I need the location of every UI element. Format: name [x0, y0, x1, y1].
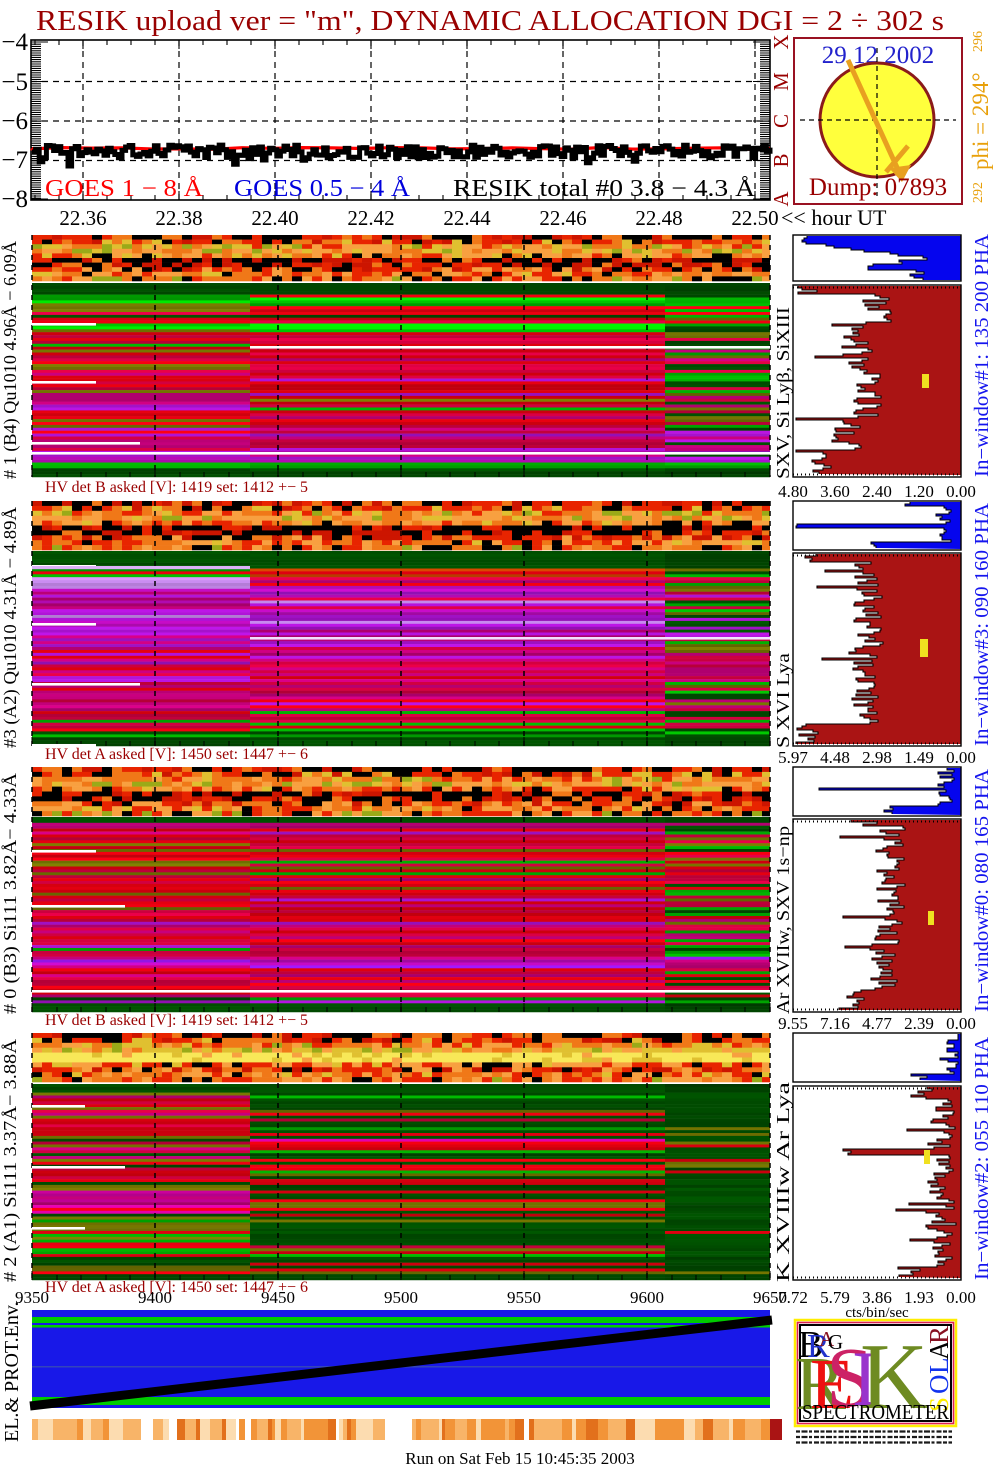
svg-text:In−window#3: 090 160 PHA: In−window#3: 090 160 PHA [971, 502, 993, 746]
svg-text:R: R [807, 1328, 830, 1365]
svg-text:B: B [769, 153, 793, 167]
svg-text:Dump: 07893: Dump: 07893 [809, 174, 947, 201]
svg-text:4.77: 4.77 [862, 1014, 892, 1033]
svg-text:B: B [798, 1324, 823, 1366]
svg-text:O: O [924, 1375, 954, 1395]
svg-text:9400: 9400 [138, 1288, 172, 1307]
svg-text:A: A [769, 191, 793, 207]
svg-text:4.80: 4.80 [778, 482, 808, 501]
svg-text:4.48: 4.48 [820, 748, 850, 767]
svg-text:#3 (A2) Qu1010 4.31Å − 4.89Å: #3 (A2) Qu1010 4.31Å − 4.89Å [0, 507, 21, 748]
svg-text:1.49: 1.49 [904, 748, 934, 767]
svg-text:E: E [810, 1344, 854, 1424]
svg-text:22.46: 22.46 [539, 206, 586, 230]
svg-text:cts/bin/sec: cts/bin/sec [845, 1305, 909, 1321]
svg-text:22.42: 22.42 [347, 206, 394, 230]
svg-text:22.38: 22.38 [155, 206, 202, 230]
svg-text:C: C [769, 114, 793, 128]
svg-text:22.48: 22.48 [635, 206, 682, 230]
svg-text:9450: 9450 [261, 1288, 295, 1307]
svg-text:−6: −6 [1, 108, 28, 135]
svg-text:A: A [924, 1340, 954, 1360]
svg-text:0.00: 0.00 [946, 482, 976, 501]
svg-text:X: X [769, 34, 793, 49]
svg-text:296: 296 [971, 31, 986, 52]
svg-text:22.50: 22.50 [731, 206, 778, 230]
svg-text:# 2 (A1) Si111 3.37Å− 3.88Å: # 2 (A1) Si111 3.37Å− 3.88Å [0, 1039, 21, 1282]
svg-text:9650: 9650 [753, 1288, 787, 1307]
svg-text:S XVI Lya: S XVI Lya [773, 653, 793, 748]
svg-text:3.60: 3.60 [820, 482, 850, 501]
svg-text:9350: 9350 [15, 1288, 49, 1307]
svg-text:G: G [828, 1330, 843, 1354]
svg-text:HV det B asked [V]: 1419 set:: HV det B asked [V]: 1419 set: 1412 +− 5 [45, 479, 308, 496]
svg-text:7.16: 7.16 [820, 1014, 850, 1033]
svg-text:# 1 (B4) Qu1010 4.96Å − 6.09Å: # 1 (B4) Qu1010 4.96Å − 6.09Å [0, 241, 21, 479]
svg-text:L: L [924, 1358, 954, 1375]
svg-text:RESIK upload ver = "m", DYNAMI: RESIK upload ver = "m", DYNAMIC ALLOCATI… [36, 5, 944, 37]
svg-text:HV det A asked [V]: 1450 set:: HV det A asked [V]: 1450 set: 1447 +− 6 [45, 1279, 308, 1296]
svg-text:22.44: 22.44 [443, 206, 491, 230]
svg-text:R: R [924, 1326, 954, 1344]
svg-text:−5: −5 [1, 69, 28, 96]
svg-text:9500: 9500 [384, 1288, 418, 1307]
svg-text:1.93: 1.93 [904, 1288, 934, 1307]
svg-text:−8: −8 [1, 186, 28, 213]
svg-text:9.55: 9.55 [778, 1014, 808, 1033]
svg-text:22.40: 22.40 [251, 206, 298, 230]
svg-text:1.20: 1.20 [904, 482, 934, 501]
svg-text:SXV, Si Lyβ, SiXIII: SXV, Si Lyβ, SiXIII [773, 307, 793, 479]
svg-text:M: M [769, 72, 793, 91]
svg-text:Ar XVIIw, SXV 1s−np: Ar XVIIw, SXV 1s−np [773, 826, 793, 1014]
svg-text:2.40: 2.40 [862, 482, 892, 501]
svg-text:I: I [852, 1335, 878, 1422]
svg-text:EL.& PROT.Env.: EL.& PROT.Env. [1, 1301, 23, 1442]
svg-text:7.72: 7.72 [778, 1288, 808, 1307]
svg-text:0.00: 0.00 [946, 748, 976, 767]
svg-text:RESIK total #0 3.8 − 4.3 Å: RESIK total #0 3.8 − 4.3 Å [453, 176, 756, 202]
svg-text:SPECTROMETER: SPECTROMETER [802, 1400, 949, 1424]
svg-text:A: A [819, 1327, 835, 1351]
svg-text:0.00: 0.00 [946, 1014, 976, 1033]
svg-text:In−window#1: 135 200 PHA: In−window#1: 135 200 PHA [971, 233, 993, 477]
svg-text:5.79: 5.79 [820, 1288, 850, 1307]
svg-text:In−window#0: 080 165 PHA: In−window#0: 080 165 PHA [971, 768, 993, 1012]
svg-text:−7: −7 [1, 147, 28, 174]
svg-text:22.36: 22.36 [59, 206, 106, 230]
svg-text:<< hour UT: << hour UT [781, 205, 887, 230]
svg-text:9600: 9600 [630, 1288, 664, 1307]
svg-text:K: K [860, 1325, 928, 1429]
svg-text:0.00: 0.00 [946, 1288, 976, 1307]
svg-text:−4: −4 [1, 29, 28, 56]
svg-text:292: 292 [971, 182, 986, 203]
svg-text:phi = 294°: phi = 294° [968, 72, 993, 170]
svg-text:GOES 0.5 − 4 Å: GOES 0.5 − 4 Å [234, 176, 411, 202]
svg-text:S: S [826, 1329, 874, 1425]
svg-text:R: R [795, 1342, 846, 1426]
svg-text:# 0 (B3) Si111 3.82Å− 4.33Å: # 0 (B3) Si111 3.82Å− 4.33Å [0, 773, 21, 1014]
svg-text:3.86: 3.86 [862, 1288, 892, 1307]
svg-text:2.98: 2.98 [862, 748, 892, 767]
svg-text:S: S [924, 1397, 954, 1412]
svg-text:K XVIIIw Ar Lya: K XVIIIw Ar Lya [773, 1082, 793, 1282]
svg-text:HV det A asked [V]: 1450 set:: HV det A asked [V]: 1450 set: 1447 +− 6 [45, 746, 308, 763]
svg-text:HV det B asked [V]: 1419 set:: HV det B asked [V]: 1419 set: 1412 +− 5 [45, 1012, 308, 1029]
svg-text:9550: 9550 [507, 1288, 541, 1307]
svg-text:In−window#2: 055 110 PHA: In−window#2: 055 110 PHA [971, 1036, 993, 1280]
svg-text:2.39: 2.39 [904, 1014, 934, 1033]
svg-text:GOES 1 − 8 Å: GOES 1 − 8 Å [45, 176, 204, 202]
svg-text:5.97: 5.97 [778, 748, 808, 767]
svg-text:Run on Sat Feb 15 10:45:35 200: Run on Sat Feb 15 10:45:35 2003 [405, 1449, 635, 1468]
